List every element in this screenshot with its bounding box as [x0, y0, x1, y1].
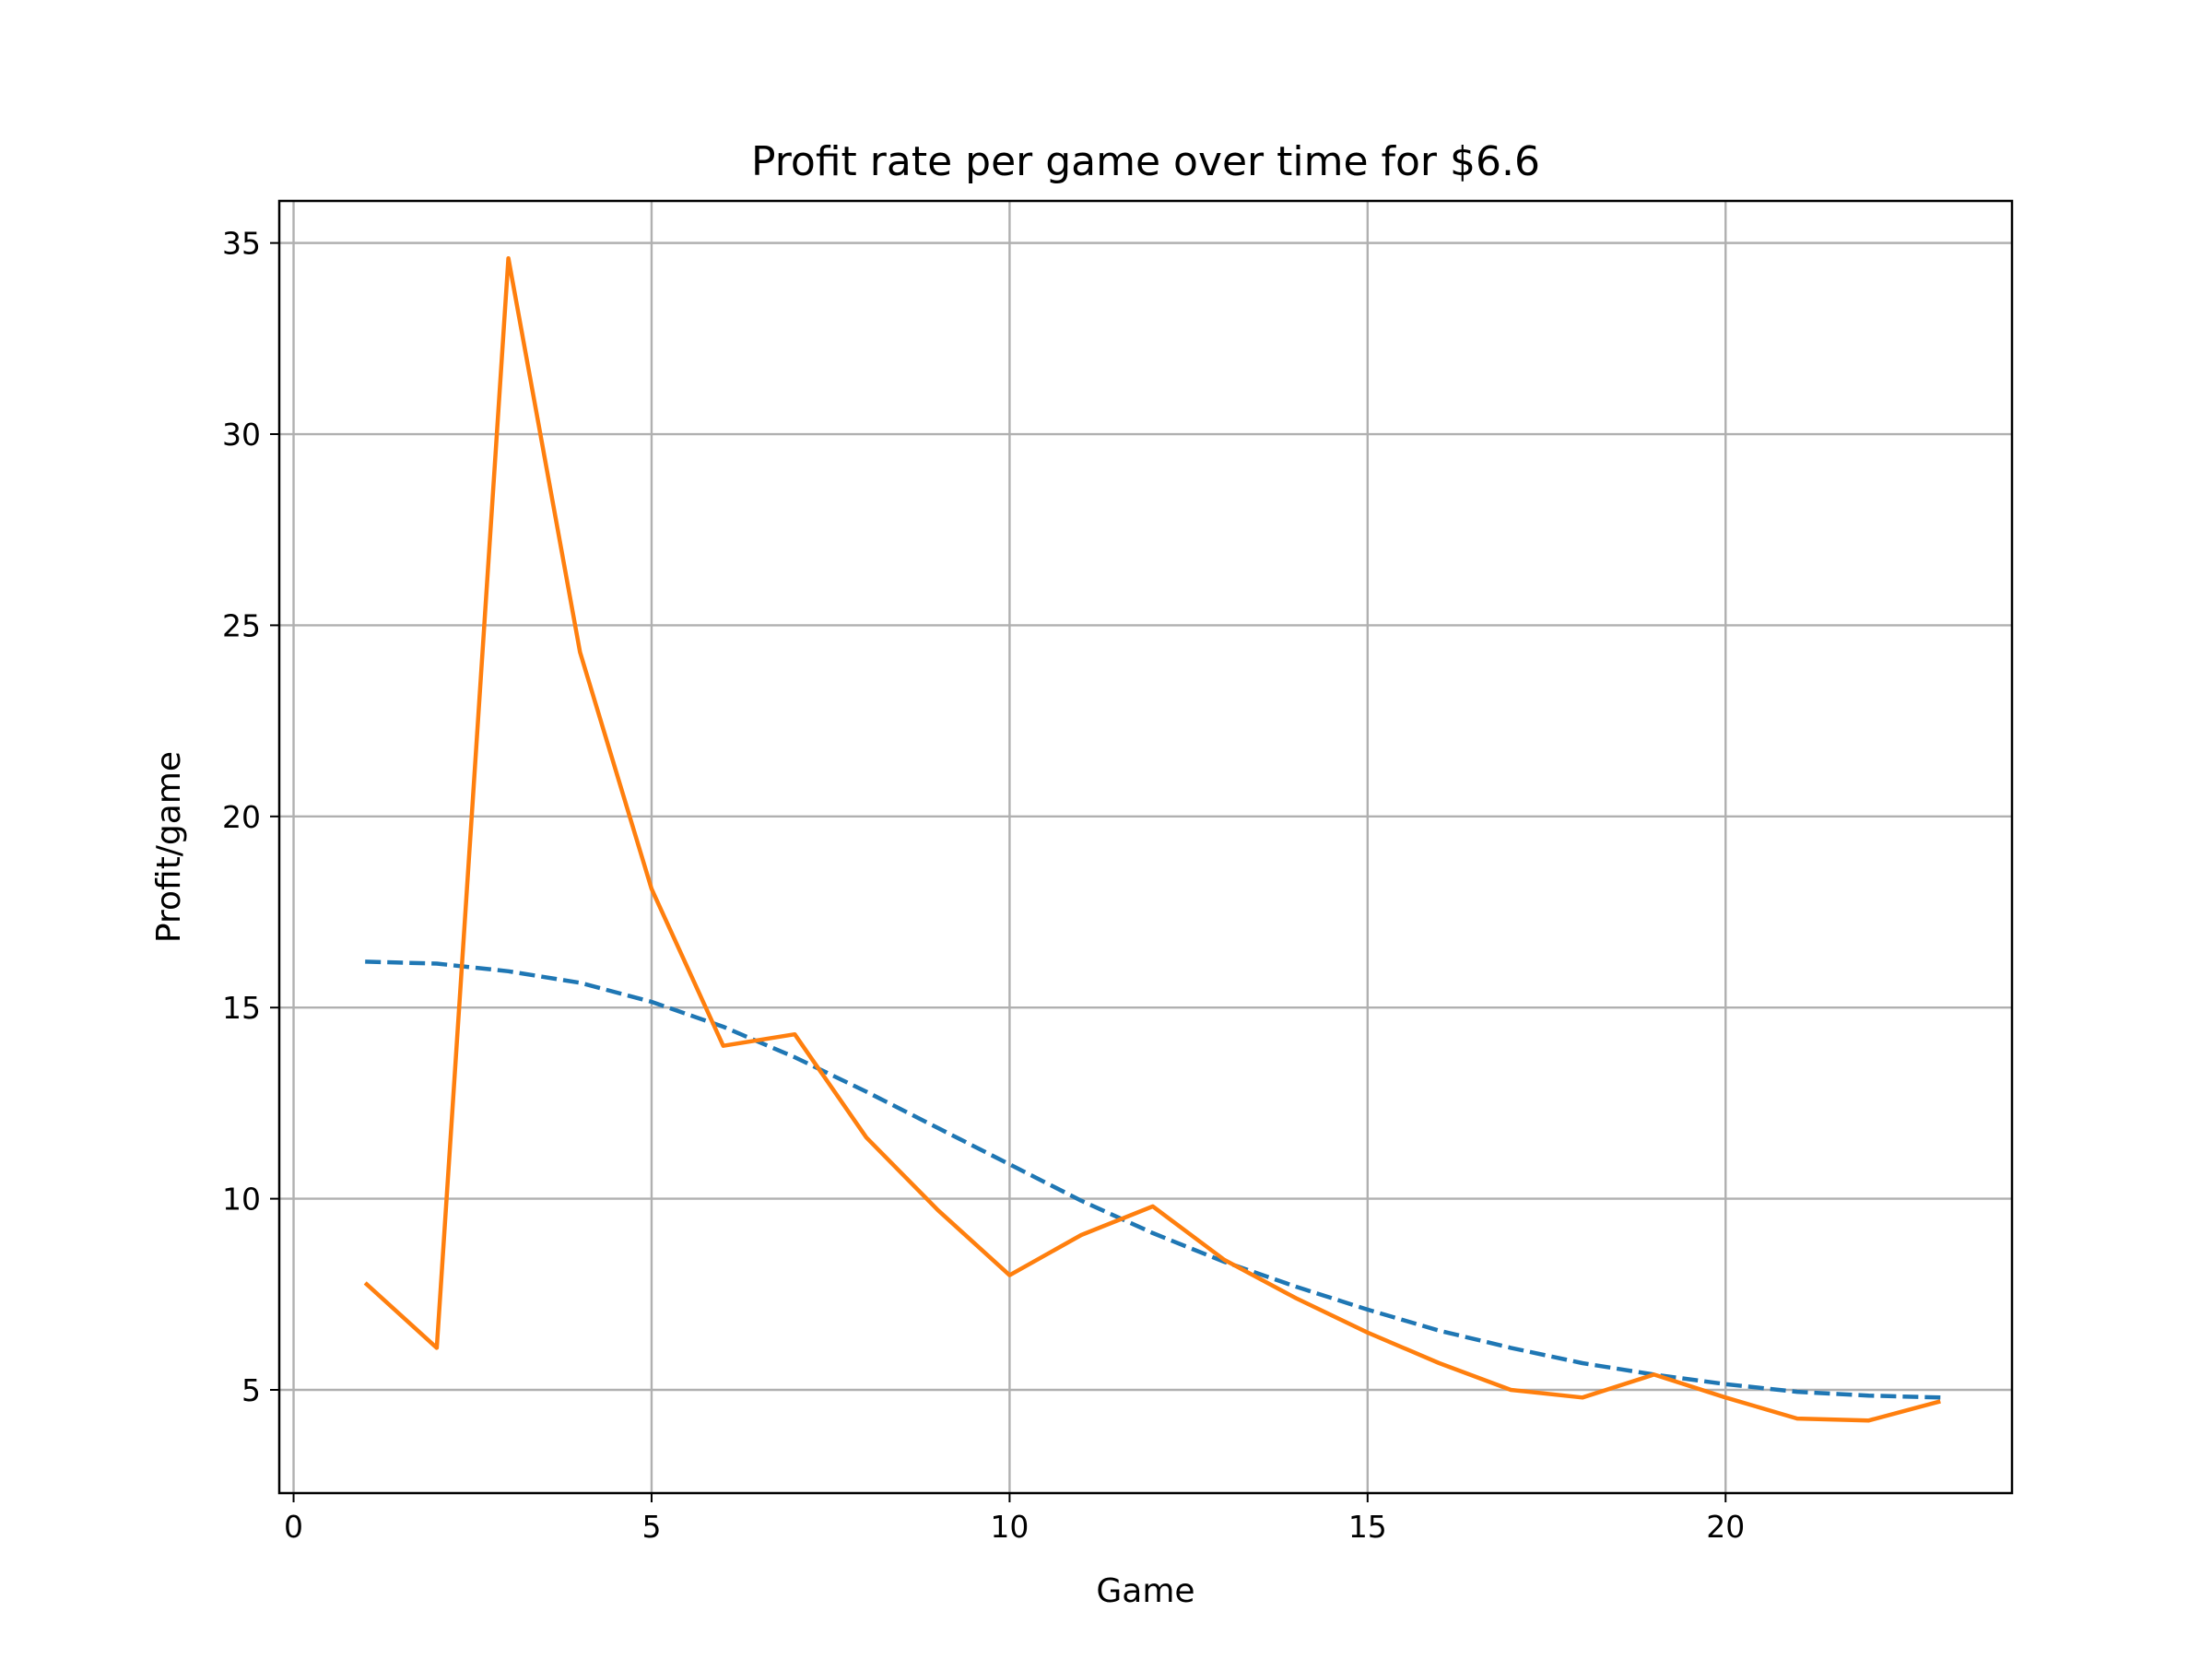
y-tick-label: 20	[222, 799, 261, 835]
x-axis-title: Game	[1096, 1572, 1194, 1610]
x-tick-label: 5	[641, 1509, 661, 1545]
x-tick-label: 10	[990, 1509, 1029, 1545]
profit-line-solid	[363, 255, 1941, 1423]
y-axis-title: Profit/game	[150, 751, 188, 943]
chart-title: Profit rate per game over time for $6.6	[751, 138, 1540, 185]
axis-ticks: 0 5 10 15 20 5 10 15 20 25 30 35	[222, 226, 1745, 1545]
y-tick-label: 5	[241, 1372, 261, 1408]
y-tick-label: 35	[222, 226, 261, 262]
trend-line-dashed	[365, 959, 1941, 1400]
y-tick-label: 15	[222, 990, 261, 1026]
plot-series	[363, 255, 1941, 1423]
y-tick-label: 30	[222, 417, 261, 453]
y-tick-label: 25	[222, 607, 261, 643]
x-tick-label: 20	[1706, 1509, 1745, 1545]
x-tick-label: 0	[284, 1509, 303, 1545]
plot-frame	[277, 199, 2014, 1495]
y-tick-label: 10	[222, 1182, 261, 1218]
gridlines	[279, 201, 2012, 1493]
x-tick-label: 15	[1348, 1509, 1387, 1545]
